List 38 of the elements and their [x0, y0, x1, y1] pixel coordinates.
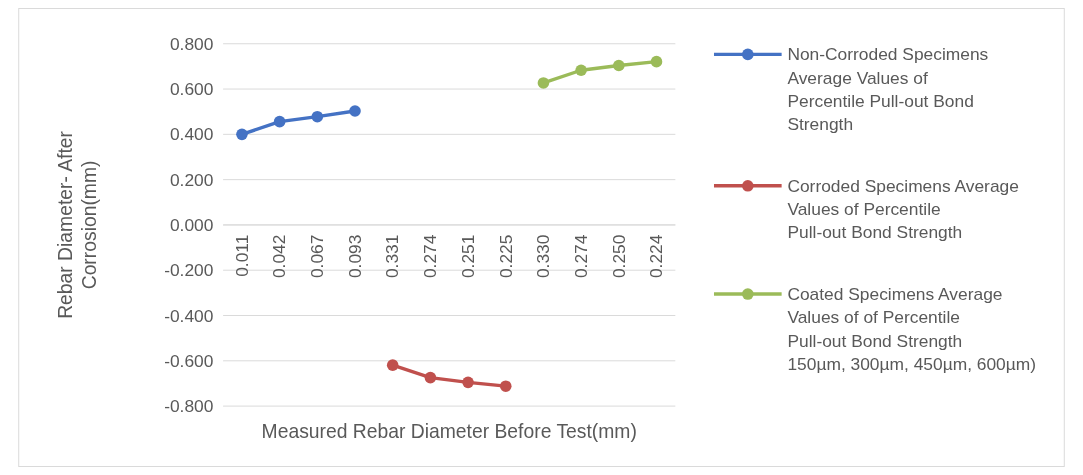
x-tick-label: 0.011	[231, 234, 252, 277]
legend-label: Corroded Specimens Average Values of Percentile Pull-out Bond Strength	[787, 175, 1019, 243]
y-tick-label: -0.600	[164, 350, 214, 371]
point	[273, 115, 286, 128]
point	[236, 128, 248, 141]
legend-label: Non-Corroded Specimens Average Values of Percentile Pull-out Bond Strength	[787, 44, 989, 135]
x-tick-label: 0.331	[382, 234, 403, 279]
y-tick-label: 0.400	[169, 124, 214, 145]
y-tick-label: 0.600	[169, 79, 214, 100]
point	[499, 380, 512, 392]
point	[650, 55, 663, 68]
x-tick-label: 0.274	[420, 234, 441, 279]
point	[575, 64, 587, 77]
point	[424, 371, 437, 384]
point	[462, 376, 474, 389]
point	[311, 110, 324, 123]
y-tick-label: 0.000	[169, 215, 214, 236]
legend-label: Coated Specimens Average Values of of Percentile Pull-out Bond Strength 150µm, 300µm, 450µm, 600µm)	[787, 284, 1037, 374]
y-tick-label: -0.200	[164, 260, 214, 281]
x-tick-label: 0.042	[269, 234, 290, 279]
y-axis-title: Rebar Diameter- After Corrosion(mm)	[55, 130, 100, 319]
y-tick-label: -0.800	[164, 396, 214, 417]
x-tick-label: 0.251	[457, 234, 478, 279]
x-tick-label: 0.274	[570, 234, 591, 279]
y-tick-label: 0.800	[169, 33, 214, 54]
y-tick-label: -0.400	[164, 305, 214, 326]
point	[613, 59, 625, 72]
x-tick-label: 0.250	[608, 234, 629, 279]
x-axis-title: Measured Rebar Diameter Before Test(mm)	[261, 421, 637, 443]
x-tick-label: 0.093	[344, 234, 365, 279]
point	[386, 359, 399, 371]
y-tick-label: 0.200	[169, 169, 214, 190]
x-tick-label: 0.225	[495, 234, 516, 279]
x-tick-label: 0.330	[533, 234, 554, 279]
x-tick-label: 0.067	[307, 234, 328, 279]
x-tick-label: 0.224	[646, 234, 667, 279]
point	[349, 105, 361, 117]
point	[537, 77, 550, 89]
